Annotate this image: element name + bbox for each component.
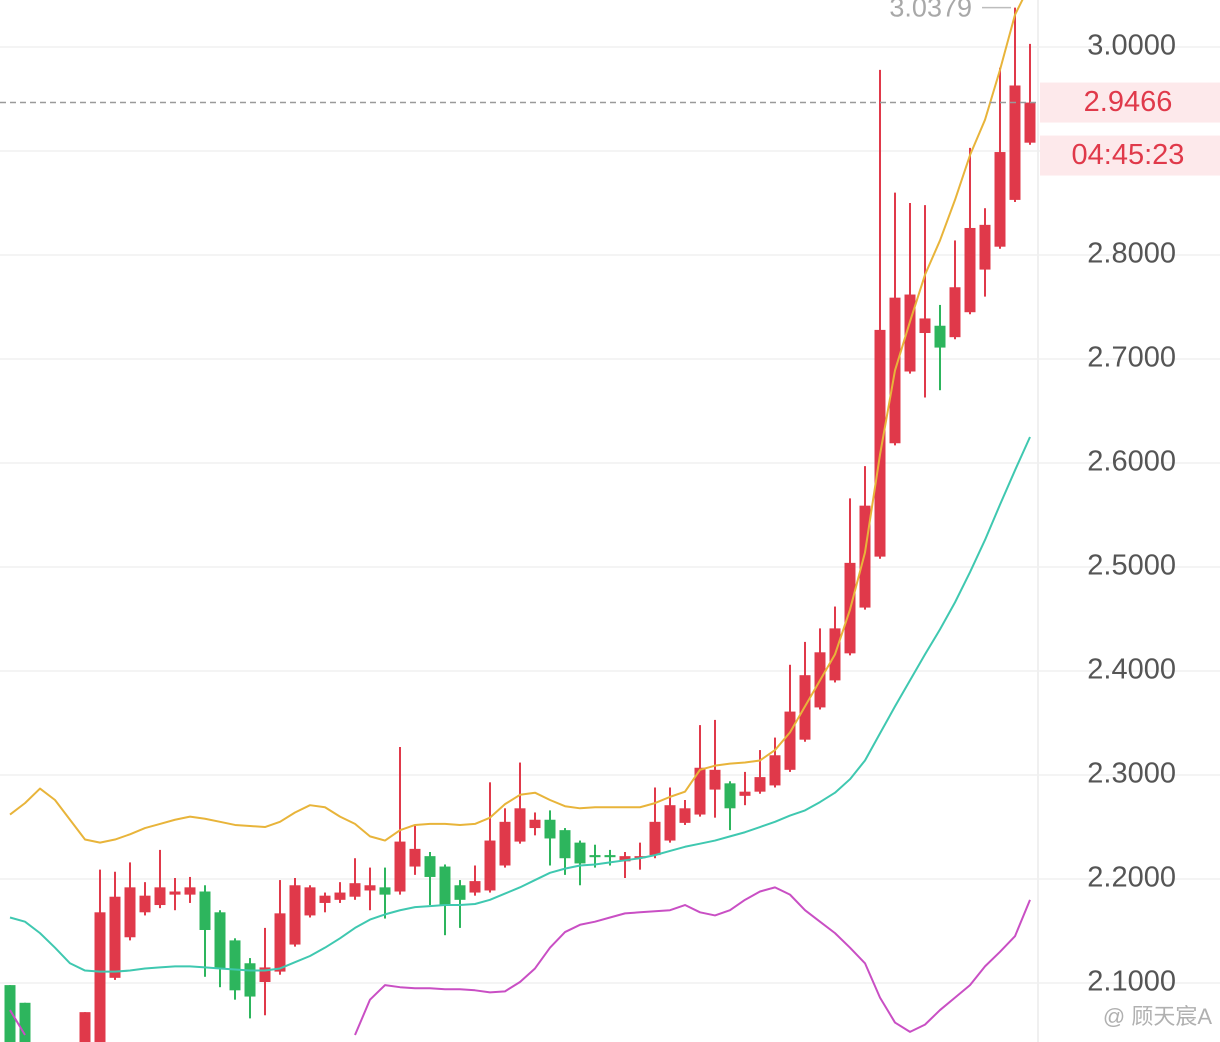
candle-body bbox=[169, 891, 181, 895]
y-tick-label: 2.7000 bbox=[1087, 342, 1176, 374]
candle-body bbox=[1009, 85, 1021, 200]
candle-body bbox=[379, 887, 391, 895]
candle-body bbox=[694, 767, 706, 815]
candle-body bbox=[709, 769, 721, 790]
candle-body bbox=[409, 848, 421, 867]
candle-body bbox=[679, 808, 691, 823]
candle-body bbox=[529, 819, 541, 829]
candle-body bbox=[904, 294, 916, 372]
candle-body bbox=[619, 856, 631, 862]
candle-body bbox=[514, 808, 526, 842]
y-tick-label: 2.6000 bbox=[1087, 446, 1176, 478]
candle-body bbox=[1024, 102, 1036, 143]
candle-body bbox=[859, 505, 871, 608]
candle-body bbox=[4, 985, 16, 1042]
candle-body bbox=[754, 777, 766, 792]
candle-body bbox=[139, 895, 151, 913]
candle-body bbox=[124, 887, 136, 938]
max-annotation: 3.0379 bbox=[889, 0, 972, 23]
candle-body bbox=[559, 830, 571, 859]
candle-body bbox=[94, 912, 106, 1042]
candle-body bbox=[769, 755, 781, 786]
candle-body bbox=[184, 887, 196, 895]
candle-body bbox=[784, 711, 796, 770]
candle-body bbox=[469, 881, 481, 893]
candle-body bbox=[634, 856, 646, 859]
candle-body bbox=[979, 224, 991, 270]
y-tick-label: 2.1000 bbox=[1087, 966, 1176, 998]
candle-body bbox=[289, 885, 301, 945]
candle-body bbox=[739, 791, 751, 796]
candle-body bbox=[19, 1002, 31, 1042]
candle-body bbox=[439, 866, 451, 906]
candle-body bbox=[109, 896, 121, 978]
countdown-box bbox=[1040, 135, 1220, 176]
ma-line bbox=[9, 886, 1031, 1036]
candle-body bbox=[454, 885, 466, 900]
last-price-box bbox=[1040, 82, 1220, 123]
y-tick-label: 2.5000 bbox=[1087, 550, 1176, 582]
candle-body bbox=[199, 891, 211, 930]
candle-body bbox=[874, 329, 886, 557]
last-price-label: 2.9466 bbox=[1084, 86, 1173, 118]
candle-body bbox=[214, 912, 226, 969]
candle-body bbox=[349, 883, 361, 897]
y-tick-label: 3.0000 bbox=[1087, 30, 1176, 62]
candle-body bbox=[664, 805, 676, 841]
candle-body bbox=[574, 842, 586, 864]
candle-body bbox=[484, 840, 496, 891]
candle-body bbox=[334, 892, 346, 900]
y-tick-label: 2.3000 bbox=[1087, 758, 1176, 790]
candle-body bbox=[994, 152, 1006, 247]
candle-body bbox=[424, 856, 436, 877]
candle-body bbox=[499, 821, 511, 866]
candle-body bbox=[589, 855, 601, 858]
candle-body bbox=[544, 819, 556, 839]
candle-body bbox=[934, 325, 946, 348]
candle-body bbox=[274, 913, 286, 972]
ma-line bbox=[9, 436, 1031, 973]
candle-body bbox=[79, 1012, 91, 1042]
y-tick-label: 2.2000 bbox=[1087, 862, 1176, 894]
candle-body bbox=[919, 318, 931, 334]
candle-body bbox=[244, 963, 256, 997]
watermark: @ 顾天宸A bbox=[1103, 1004, 1212, 1029]
candle-body bbox=[229, 940, 241, 991]
ma-line bbox=[9, 0, 1024, 844]
candle-body bbox=[364, 885, 376, 891]
candle-body bbox=[154, 887, 166, 906]
y-tick-label: 2.4000 bbox=[1087, 654, 1176, 686]
countdown-label: 04:45:23 bbox=[1072, 139, 1185, 171]
candle-body bbox=[949, 287, 961, 338]
y-tick-label: 2.8000 bbox=[1087, 238, 1176, 270]
candle-body bbox=[964, 227, 976, 313]
candle-body bbox=[724, 783, 736, 809]
candle-body bbox=[604, 855, 616, 858]
candle-body bbox=[649, 821, 661, 856]
candle-body bbox=[319, 895, 331, 903]
candle-body bbox=[394, 841, 406, 892]
candle-body bbox=[304, 887, 316, 916]
candle-body bbox=[259, 967, 271, 982]
